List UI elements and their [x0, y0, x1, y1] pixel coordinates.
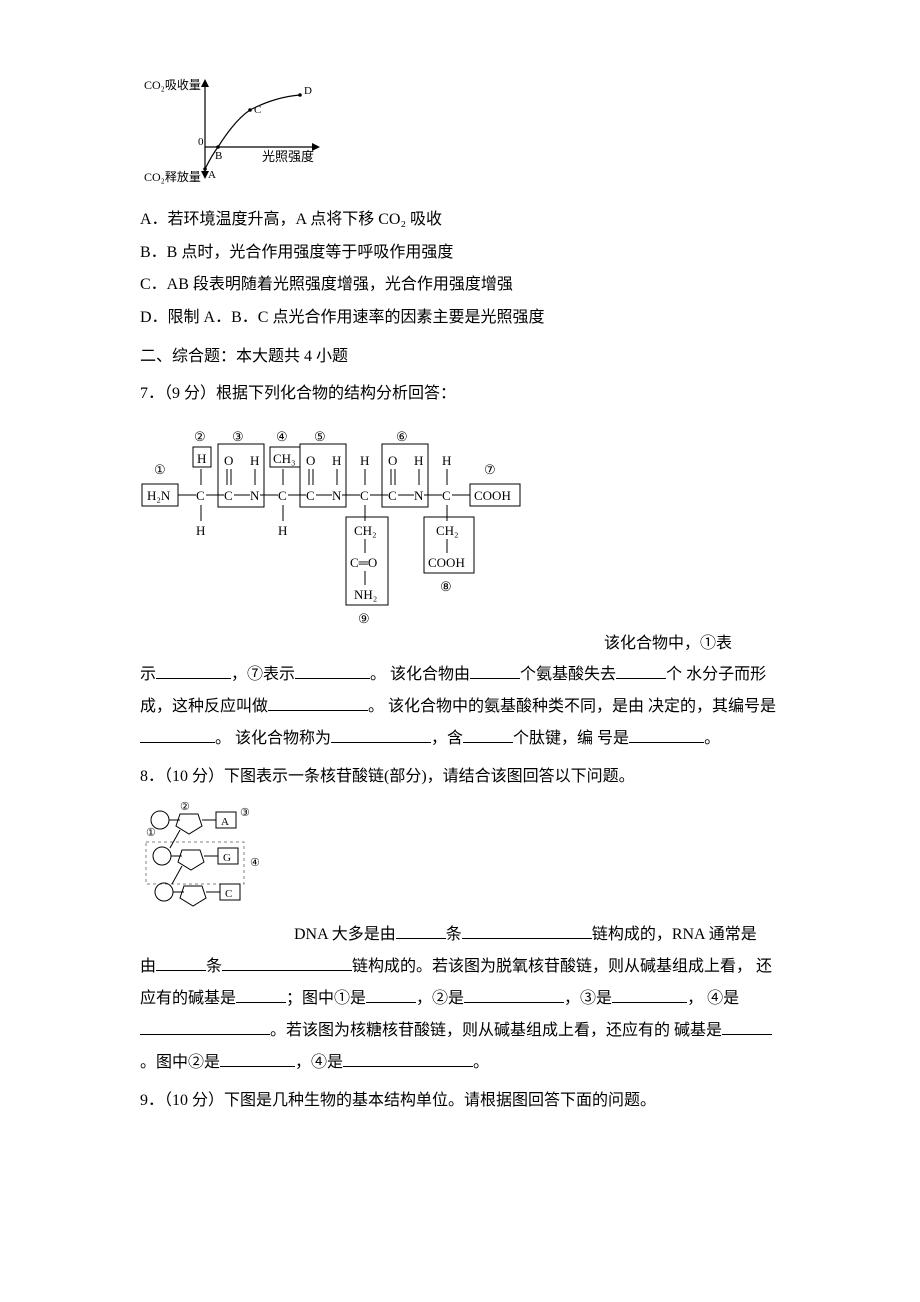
svg-text:N: N [414, 488, 424, 503]
svg-text:⑤: ⑤ [314, 429, 326, 444]
option-b: B．B 点时，光合作用强度等于呼吸作用强度 [140, 239, 780, 268]
svg-text:CO₂吸收量: CO₂吸收量 [144, 78, 201, 92]
svg-text:B: B [215, 150, 222, 162]
svg-text:H: H [197, 451, 206, 466]
svg-text:O: O [224, 453, 233, 468]
svg-text:NH₂: NH₂ [354, 587, 377, 602]
option-c: C．AB 段表明随着光照强度增强，光合作用强度增强 [140, 271, 780, 300]
svg-text:G: G [223, 852, 231, 864]
svg-text:H: H [332, 453, 341, 468]
q7-fill-start: 该化合物中，①表 [604, 634, 732, 651]
svg-text:H₂N: H₂N [147, 488, 171, 503]
svg-text:D: D [304, 85, 312, 97]
svg-text:⑨: ⑨ [358, 611, 370, 626]
svg-text:C: C [278, 488, 287, 503]
svg-text:COOH: COOH [474, 488, 511, 503]
svg-text:H: H [196, 523, 205, 538]
svg-text:A: A [208, 169, 216, 181]
svg-text:③: ③ [232, 429, 244, 444]
svg-text:C: C [388, 488, 397, 503]
nucleotide-chain-diagram: ① ② A ③ ④ G [140, 800, 290, 951]
peptide-structure-diagram: H₂N ① C H ② H C O [140, 419, 600, 660]
q9-prompt: 9．（10 分）下图是几种生物的基本结构单位。请根据图回答下面的问题。 [140, 1087, 780, 1116]
svg-text:①: ① [154, 462, 166, 477]
origin-label: 0 [198, 136, 204, 148]
svg-text:C═O: C═O [350, 555, 377, 570]
q7-prompt: 7．（9 分）根据下列化合物的结构分析回答： [140, 380, 780, 409]
svg-text:③: ③ [240, 807, 250, 819]
svg-text:COOH: COOH [428, 555, 465, 570]
svg-text:②: ② [180, 801, 190, 813]
svg-text:CH₃: CH₃ [273, 451, 296, 466]
svg-text:C: C [442, 488, 451, 503]
svg-text:CH₂: CH₂ [436, 523, 459, 538]
svg-text:C: C [360, 488, 369, 503]
photosynthesis-graph: 0 A B C D CO₂吸收量 CO₂释放量 光照强度 [140, 75, 780, 196]
svg-text:⑥: ⑥ [396, 429, 408, 444]
q8-fill-start: DNA 大多是由条链构成的，RNA 通常是 [294, 926, 757, 943]
q7-fill-body: 示，⑦表示。 该化合物由个氨基酸失去个 水分子而形成，这种反应叫做。 该化合物中… [140, 659, 780, 755]
svg-text:④: ④ [250, 857, 260, 869]
svg-text:H: H [360, 453, 369, 468]
question-9: 9．（10 分）下图是几种生物的基本结构单位。请根据图回答下面的问题。 [140, 1087, 780, 1116]
svg-text:C: C [254, 104, 261, 116]
q8-fill-body: 由条链构成的。若该图为脱氧核苷酸链，则从碱基组成上看， 还应有的碱基是；图中①是… [140, 951, 780, 1079]
svg-text:CH₂: CH₂ [354, 523, 377, 538]
question-8: 8．（10 分）下图表示一条核苷酸链(部分)，请结合该图回答以下问题。 ① ② … [140, 763, 780, 1079]
question-7: 7．（9 分）根据下列化合物的结构分析回答： H₂N ① C H ② H [140, 380, 780, 756]
svg-text:A: A [221, 816, 229, 828]
svg-text:①: ① [146, 827, 156, 839]
svg-text:H: H [442, 453, 451, 468]
svg-text:H: H [250, 453, 259, 468]
svg-text:光照强度: 光照强度 [262, 149, 314, 164]
svg-text:CO₂释放量: CO₂释放量 [144, 169, 201, 184]
svg-text:H: H [278, 523, 287, 538]
svg-text:⑧: ⑧ [440, 579, 452, 594]
svg-text:⑦: ⑦ [484, 462, 496, 477]
option-d: D．限制 A．B．C 点光合作用速率的因素主要是光照强度 [140, 304, 780, 333]
svg-text:N: N [332, 488, 342, 503]
svg-text:C: C [225, 888, 232, 900]
svg-text:O: O [388, 453, 397, 468]
svg-text:C: C [196, 488, 205, 503]
svg-text:②: ② [194, 429, 206, 444]
svg-text:N: N [250, 488, 260, 503]
svg-text:O: O [306, 453, 315, 468]
q8-prompt: 8．（10 分）下图表示一条核苷酸链(部分)，请结合该图回答以下问题。 [140, 763, 780, 792]
option-a: A．若环境温度升高，A 点将下移 CO₂ 吸收 [140, 206, 780, 235]
svg-text:④: ④ [276, 429, 288, 444]
svg-text:C: C [224, 488, 233, 503]
svg-text:H: H [414, 453, 423, 468]
section-2-header: 二、综合题：本大题共 4 小题 [140, 343, 780, 372]
svg-text:C: C [306, 488, 315, 503]
